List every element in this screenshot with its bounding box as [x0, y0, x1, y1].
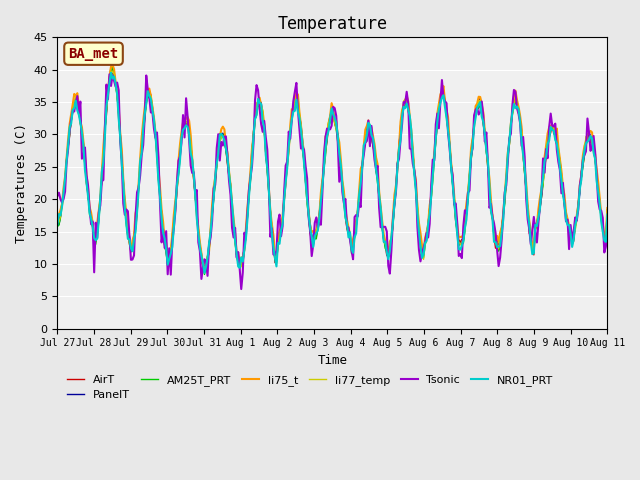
Line: PanelT: PanelT: [58, 67, 607, 267]
NR01_PRT: [122, 221, 130, 227]
AM25T_PRT: [54, 224, 61, 229]
AirT: [604, 210, 611, 216]
NR01_PRT: [297, 127, 305, 132]
PanelT: [576, 191, 584, 196]
AM25T_PRT: [248, 156, 256, 161]
li77_temp: [54, 216, 61, 221]
Tsonic: [297, 145, 305, 151]
AM25T_PRT: [122, 222, 130, 228]
Text: BA_met: BA_met: [68, 47, 118, 61]
Line: AirT: AirT: [58, 72, 607, 270]
Tsonic: [237, 286, 245, 292]
Tsonic: [239, 270, 246, 276]
PanelT: [122, 218, 130, 224]
AM25T_PRT: [576, 186, 584, 192]
AirT: [239, 260, 246, 265]
PanelT: [200, 264, 208, 270]
li75_t: [576, 182, 584, 188]
PanelT: [109, 64, 116, 70]
AirT: [54, 220, 61, 226]
AirT: [110, 70, 118, 75]
li75_t: [604, 205, 611, 211]
li77_temp: [576, 186, 584, 192]
Line: li77_temp: li77_temp: [58, 71, 607, 269]
PanelT: [54, 219, 61, 225]
AM25T_PRT: [221, 139, 228, 144]
NR01_PRT: [200, 270, 208, 276]
Tsonic: [219, 143, 227, 148]
Line: Tsonic: Tsonic: [58, 74, 607, 289]
Tsonic: [604, 228, 611, 233]
Title: Temperature: Temperature: [277, 15, 387, 33]
PanelT: [248, 146, 256, 152]
li75_t: [54, 214, 61, 220]
li77_temp: [221, 134, 228, 140]
li77_temp: [248, 152, 256, 158]
Line: li75_t: li75_t: [58, 65, 607, 264]
li77_temp: [239, 254, 246, 260]
PanelT: [239, 254, 246, 260]
Tsonic: [54, 193, 61, 199]
AirT: [200, 267, 208, 273]
NR01_PRT: [248, 158, 256, 164]
li75_t: [221, 126, 228, 132]
NR01_PRT: [239, 259, 246, 264]
AirT: [297, 123, 305, 129]
li75_t: [248, 146, 256, 152]
li75_t: [239, 254, 246, 260]
li77_temp: [122, 220, 130, 226]
X-axis label: Time: Time: [317, 354, 348, 367]
AM25T_PRT: [604, 210, 611, 216]
AM25T_PRT: [200, 272, 208, 277]
li75_t: [109, 62, 116, 68]
li77_temp: [200, 266, 208, 272]
AirT: [248, 156, 256, 161]
PanelT: [604, 207, 611, 213]
AM25T_PRT: [109, 63, 116, 69]
NR01_PRT: [221, 138, 228, 144]
Tsonic: [106, 72, 113, 77]
Tsonic: [122, 206, 130, 212]
li77_temp: [297, 123, 305, 129]
AirT: [576, 184, 584, 190]
AM25T_PRT: [297, 123, 305, 129]
NR01_PRT: [107, 70, 115, 75]
AirT: [221, 137, 228, 143]
AirT: [122, 217, 130, 223]
Line: AM25T_PRT: AM25T_PRT: [58, 66, 607, 275]
Line: NR01_PRT: NR01_PRT: [58, 72, 607, 273]
Legend: AirT, PanelT, AM25T_PRT, li75_t, li77_temp, Tsonic, NR01_PRT: AirT, PanelT, AM25T_PRT, li75_t, li77_te…: [63, 370, 557, 405]
AM25T_PRT: [239, 260, 246, 265]
Tsonic: [576, 183, 584, 189]
PanelT: [297, 121, 305, 127]
li77_temp: [109, 68, 116, 74]
NR01_PRT: [54, 222, 61, 228]
Y-axis label: Temperatures (C): Temperatures (C): [15, 123, 28, 243]
li75_t: [199, 262, 207, 267]
li75_t: [297, 122, 305, 128]
NR01_PRT: [604, 212, 611, 217]
NR01_PRT: [576, 186, 584, 192]
li75_t: [122, 211, 130, 216]
Tsonic: [248, 164, 256, 169]
PanelT: [221, 134, 228, 140]
li77_temp: [604, 207, 611, 213]
